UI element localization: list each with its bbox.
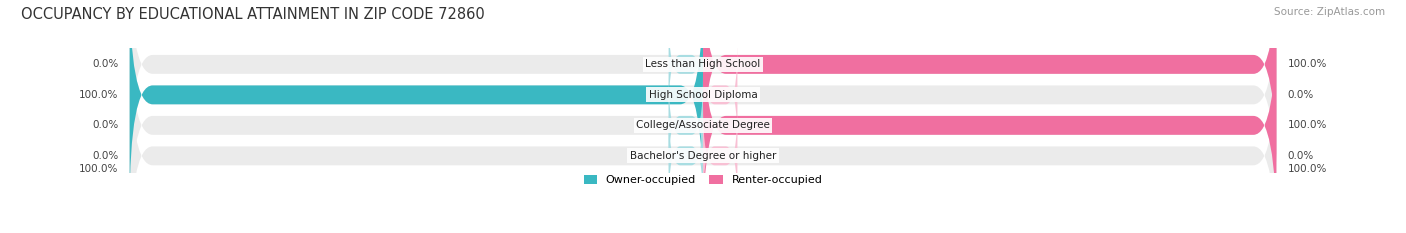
- Text: Less than High School: Less than High School: [645, 59, 761, 69]
- Text: 100.0%: 100.0%: [1288, 120, 1327, 130]
- Text: College/Associate Degree: College/Associate Degree: [636, 120, 770, 130]
- Text: 0.0%: 0.0%: [91, 151, 118, 161]
- FancyBboxPatch shape: [129, 0, 1277, 177]
- Text: 0.0%: 0.0%: [91, 120, 118, 130]
- Text: Bachelor's Degree or higher: Bachelor's Degree or higher: [630, 151, 776, 161]
- FancyBboxPatch shape: [669, 74, 703, 177]
- Text: 0.0%: 0.0%: [91, 59, 118, 69]
- FancyBboxPatch shape: [129, 43, 1277, 233]
- Text: 100.0%: 100.0%: [1288, 59, 1327, 69]
- FancyBboxPatch shape: [703, 0, 1277, 177]
- Text: OCCUPANCY BY EDUCATIONAL ATTAINMENT IN ZIP CODE 72860: OCCUPANCY BY EDUCATIONAL ATTAINMENT IN Z…: [21, 7, 485, 22]
- Text: 100.0%: 100.0%: [79, 90, 118, 100]
- FancyBboxPatch shape: [129, 0, 1277, 207]
- FancyBboxPatch shape: [703, 43, 737, 146]
- FancyBboxPatch shape: [669, 13, 703, 116]
- FancyBboxPatch shape: [703, 13, 1277, 233]
- Text: 0.0%: 0.0%: [1288, 151, 1315, 161]
- Text: 0.0%: 0.0%: [1288, 90, 1315, 100]
- Text: Source: ZipAtlas.com: Source: ZipAtlas.com: [1274, 7, 1385, 17]
- FancyBboxPatch shape: [129, 13, 1277, 233]
- FancyBboxPatch shape: [703, 104, 737, 207]
- Text: High School Diploma: High School Diploma: [648, 90, 758, 100]
- Text: 100.0%: 100.0%: [79, 164, 118, 174]
- Text: 100.0%: 100.0%: [1288, 164, 1327, 174]
- FancyBboxPatch shape: [669, 104, 703, 207]
- Legend: Owner-occupied, Renter-occupied: Owner-occupied, Renter-occupied: [579, 170, 827, 190]
- FancyBboxPatch shape: [129, 0, 703, 207]
